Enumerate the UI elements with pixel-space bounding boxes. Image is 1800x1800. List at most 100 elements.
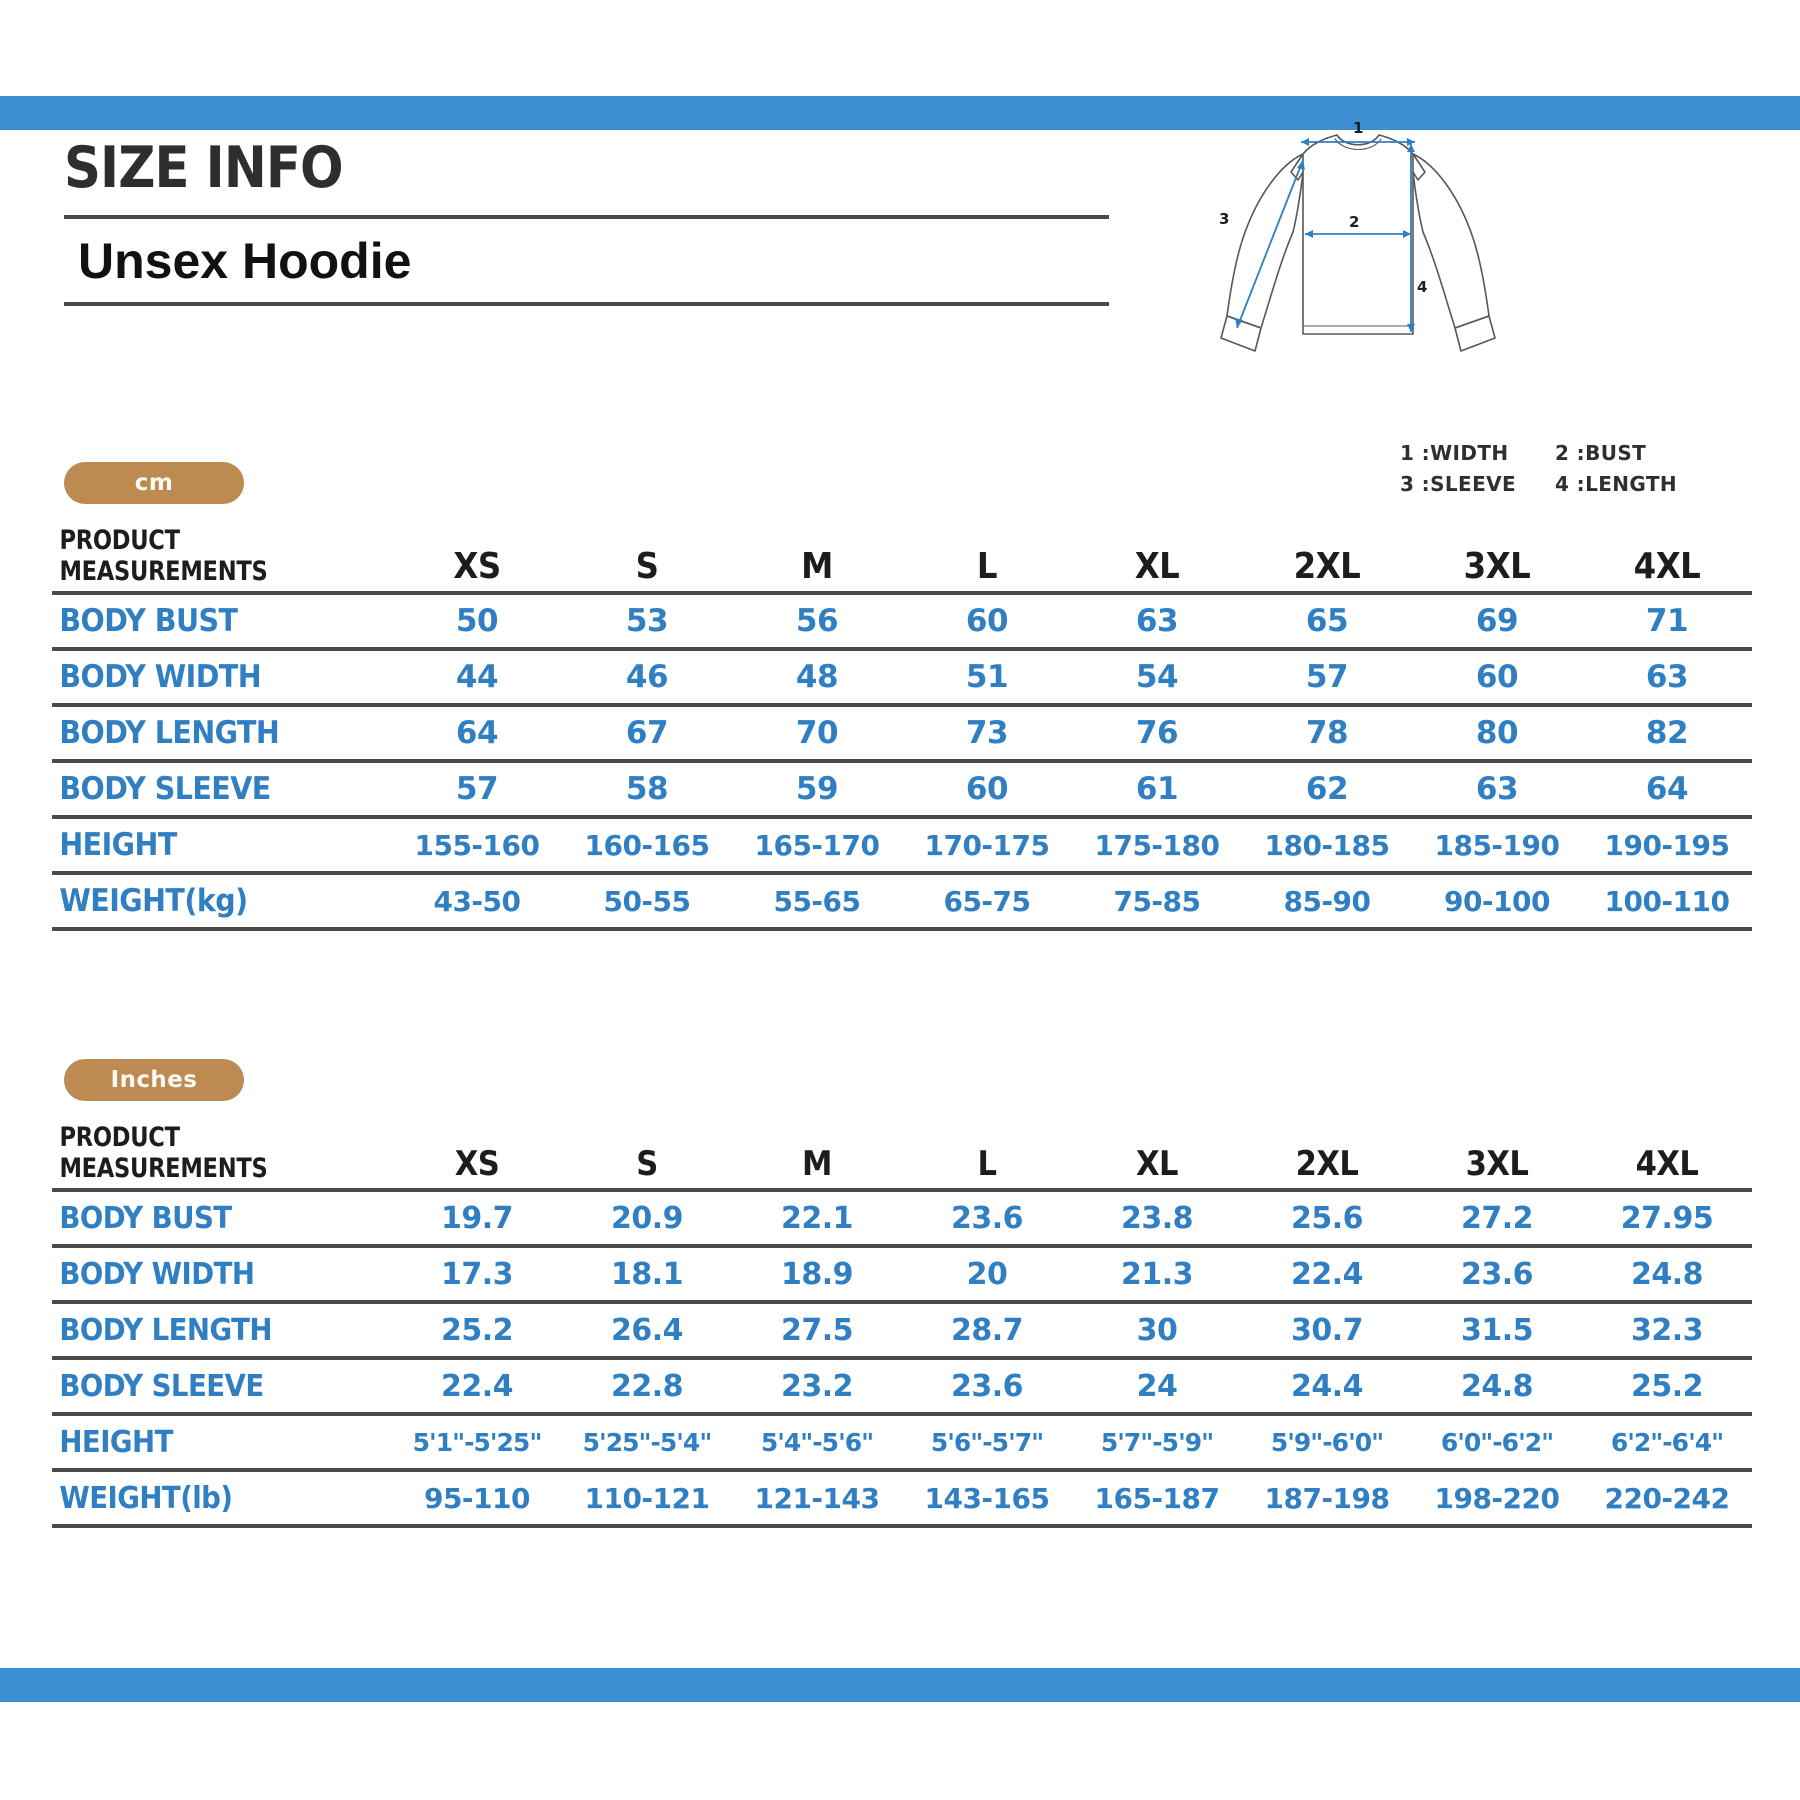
cell-value: 24 [1136, 1368, 1178, 1404]
page-title: SIZE INFO [64, 135, 344, 201]
row-label: BODY LENGTH [59, 1312, 272, 1348]
column-header-size-4xl: 4XL [1635, 1144, 1699, 1184]
cell-value: 43-50 [433, 884, 521, 918]
cell-value: 110-121 [584, 1481, 710, 1515]
cell-value: 65 [1305, 603, 1349, 639]
table-row: BODY LENGTH 25.2 26.4 27.5 28.7 30 30.7 31.5 32.… [52, 1302, 1752, 1358]
cell-value: 69 [1475, 603, 1519, 639]
cell-value: 19.7 [440, 1200, 514, 1236]
table-row: BODY LENGTH 64 67 70 73 76 78 80 82 [52, 705, 1752, 761]
cell-value: 5'7"-5'9" [1100, 1427, 1214, 1457]
column-header-size-xs: XS [453, 546, 501, 587]
callout-1-label: 1 [1353, 120, 1363, 137]
row-label: BODY WIDTH [59, 659, 262, 695]
table-row: BODY BUST 50 53 56 60 63 65 69 71 [52, 593, 1752, 649]
cell-value: 198-220 [1434, 1481, 1560, 1515]
column-header-size-2xl: 2XL [1293, 546, 1361, 587]
cell-value: 25.2 [1630, 1368, 1704, 1404]
cell-value: 61 [1135, 771, 1179, 807]
cell-value: 59 [795, 771, 839, 807]
callout-2-label: 2 [1349, 213, 1359, 231]
cell-value: 57 [1305, 659, 1349, 695]
size-table-cm: PRODUCT MEASUREMENTS XS S M L XL 2XL 3XL 4XL BOD… [52, 525, 1752, 931]
table-row: BODY BUST 19.7 20.9 22.1 23.6 23.8 25.6 27.2 27.… [52, 1190, 1752, 1246]
cell-value: 90-100 [1443, 884, 1551, 918]
cell-value: 56 [795, 603, 839, 639]
header-row: PRODUCT MEASUREMENTS XS S M L XL 2XL 3XL 4XL [52, 1122, 1752, 1190]
legend-width: 1 :WIDTH [1400, 441, 1509, 465]
size-table-inches: PRODUCT MEASUREMENTS XS S M L XL 2XL 3XL 4XL BOD… [52, 1122, 1752, 1528]
cell-value: 155-160 [414, 828, 540, 862]
callout-4-label: 4 [1417, 278, 1427, 296]
table-row: WEIGHT(kg) 43-50 50-55 55-65 65-75 75-85 85-90… [52, 873, 1752, 929]
cell-value: 23.8 [1120, 1200, 1194, 1236]
legend-sleeve: 3 :SLEEVE [1400, 472, 1517, 496]
diagram-legend: 1 :WIDTH 2 :BUST 3 :SLEEVE 4 :LENGTH [1400, 438, 1710, 500]
legend-row: 1 :WIDTH 2 :BUST [1400, 438, 1710, 469]
legend-length: 4 :LENGTH [1555, 472, 1678, 496]
cell-value: 80 [1475, 715, 1519, 751]
cell-value: 76 [1135, 715, 1179, 751]
cell-value: 63 [1475, 771, 1519, 807]
cell-value: 30.7 [1290, 1312, 1364, 1348]
cell-value: 165-170 [754, 828, 880, 862]
column-header-size-3xl: 3XL [1465, 1144, 1529, 1184]
cell-value: 22.4 [1290, 1256, 1364, 1292]
cell-value: 5'9"-6'0" [1270, 1427, 1384, 1457]
product-divider [64, 301, 1109, 306]
cell-value: 23.6 [1460, 1256, 1534, 1292]
cell-value: 165-187 [1094, 1481, 1220, 1515]
cell-value: 160-165 [584, 828, 710, 862]
cell-value: 121-143 [754, 1481, 880, 1515]
cell-value: 50 [455, 603, 499, 639]
cell-value: 22.1 [780, 1200, 854, 1236]
column-header-size-m: M [802, 1144, 832, 1184]
callout-3-label: 3 [1219, 210, 1229, 228]
column-header-size-4xl: 4XL [1633, 546, 1701, 587]
table-inches-body: BODY BUST 19.7 20.9 22.1 23.6 23.8 25.6 27.2 27.… [52, 1190, 1752, 1526]
unit-badge-inches: Inches [64, 1059, 244, 1101]
column-header-size-xl: XL [1134, 546, 1180, 587]
table-row: BODY SLEEVE 22.4 22.8 23.2 23.6 24 24.4 24.8 25.… [52, 1358, 1752, 1414]
cell-value: 22.4 [440, 1368, 514, 1404]
cell-value: 25.2 [440, 1312, 514, 1348]
cell-value: 63 [1135, 603, 1179, 639]
cell-value: 50-55 [603, 884, 691, 918]
cell-value: 20 [966, 1256, 1008, 1292]
product-name: Unsex Hoodie [78, 233, 412, 289]
column-header-size-xl: XL [1135, 1144, 1179, 1184]
row-label: WEIGHT(kg) [59, 883, 248, 919]
cell-value: 55-65 [773, 884, 861, 918]
column-header-size-2xl: 2XL [1295, 1144, 1359, 1184]
cell-value: 5'25"-5'4" [582, 1427, 713, 1457]
cell-value: 57 [455, 771, 499, 807]
cell-value: 24.8 [1460, 1368, 1534, 1404]
row-label: BODY WIDTH [59, 1256, 255, 1292]
row-label: WEIGHT(lb) [59, 1480, 233, 1516]
cell-value: 23.2 [780, 1368, 854, 1404]
header-block: SIZE INFO Unsex Hoodie [64, 140, 1124, 306]
cell-value: 82 [1645, 715, 1689, 751]
cell-value: 180-185 [1264, 828, 1390, 862]
column-header-size-3xl: 3XL [1463, 546, 1531, 587]
cell-value: 23.6 [950, 1368, 1024, 1404]
table-row: HEIGHT 5'1"-5'25" 5'25"-5'4" 5'4"-5'6" 5'6"-… [52, 1414, 1752, 1470]
cell-value: 18.1 [610, 1256, 684, 1292]
row-label: BODY BUST [59, 603, 238, 639]
table-row: BODY SLEEVE 57 58 59 60 61 62 63 64 [52, 761, 1752, 817]
column-header-size-xs: XS [454, 1144, 500, 1184]
legend-row: 3 :SLEEVE 4 :LENGTH [1400, 469, 1710, 500]
cell-value: 220-242 [1604, 1481, 1730, 1515]
table-inches-head: PRODUCT MEASUREMENTS XS S M L XL 2XL 3XL 4XL [52, 1122, 1752, 1190]
cell-value: 20.9 [610, 1200, 684, 1236]
table-cm-head: PRODUCT MEASUREMENTS XS S M L XL 2XL 3XL 4XL [52, 525, 1752, 593]
cell-value: 185-190 [1434, 828, 1560, 862]
cell-value: 175-180 [1094, 828, 1220, 862]
title-divider [64, 215, 1109, 219]
table-row: WEIGHT(lb) 95-110 110-121 121-143 143-165 165… [52, 1470, 1752, 1526]
table-row: BODY WIDTH 44 46 48 51 54 57 60 63 [52, 649, 1752, 705]
cell-value: 54 [1135, 659, 1179, 695]
cell-value: 187-198 [1264, 1481, 1390, 1515]
cell-value: 6'2"-6'4" [1610, 1427, 1724, 1457]
cell-value: 28.7 [950, 1312, 1024, 1348]
